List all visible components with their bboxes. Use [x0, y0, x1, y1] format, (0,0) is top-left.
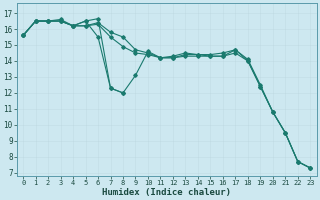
X-axis label: Humidex (Indice chaleur): Humidex (Indice chaleur) — [102, 188, 231, 197]
